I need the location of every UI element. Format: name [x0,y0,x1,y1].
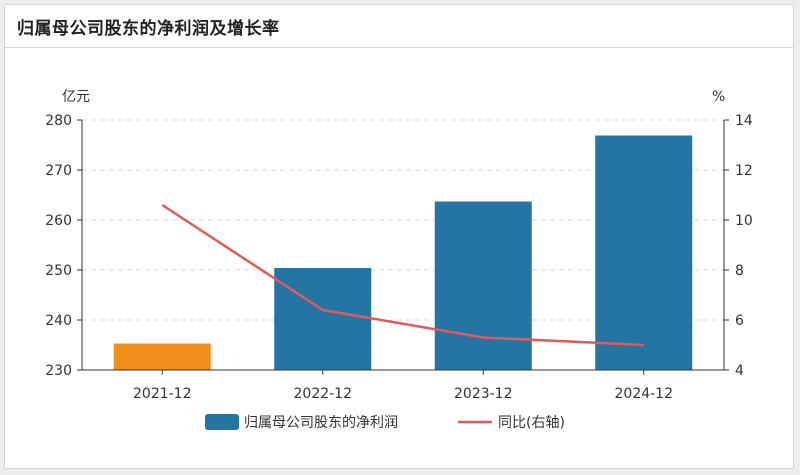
chart-title: 归属母公司股东的净利润及增长率 [17,18,280,39]
growth-line [161,203,644,347]
right-tick-label: 12 [735,163,753,179]
right-tick-label: 14 [735,113,753,129]
left-axis-unit: 亿元 [62,89,90,105]
right-tick-label: 8 [735,263,744,279]
bar [434,201,532,370]
axes: 230 240 250 260 270 280 4 6 8 10 12 14 2021-12 2022-1… [45,113,753,402]
right-axis-unit: % [712,89,725,105]
legend-line-label: 同比(右轴) [498,415,565,431]
legend-bar-swatch [205,414,239,430]
left-tick-label: 230 [45,363,72,379]
x-tick-label: 2023-12 [454,386,513,402]
x-tick-label: 2022-12 [294,386,353,402]
right-tick-label: 10 [735,213,753,229]
right-tick-label: 4 [735,363,744,379]
card-header: 归属母公司股东的净利润及增长率 [5,5,793,48]
left-tick-label: 250 [45,263,72,279]
x-tick-label: 2024-12 [615,386,674,402]
left-tick-label: 260 [45,213,72,229]
left-tick-label: 270 [45,163,72,179]
legend-bar-label: 归属母公司股东的净利润 [244,414,398,431]
left-tick-label: 280 [45,113,72,129]
bar [595,135,693,370]
bar [274,268,372,370]
bar [113,343,211,370]
left-tick-label: 240 [45,313,72,329]
line-series [161,203,644,347]
right-tick-label: 6 [735,313,744,329]
legend: 归属母公司股东的净利润 同比(右轴) [205,414,565,431]
bar-series [113,135,693,370]
x-tick-label: 2021-12 [133,386,192,402]
